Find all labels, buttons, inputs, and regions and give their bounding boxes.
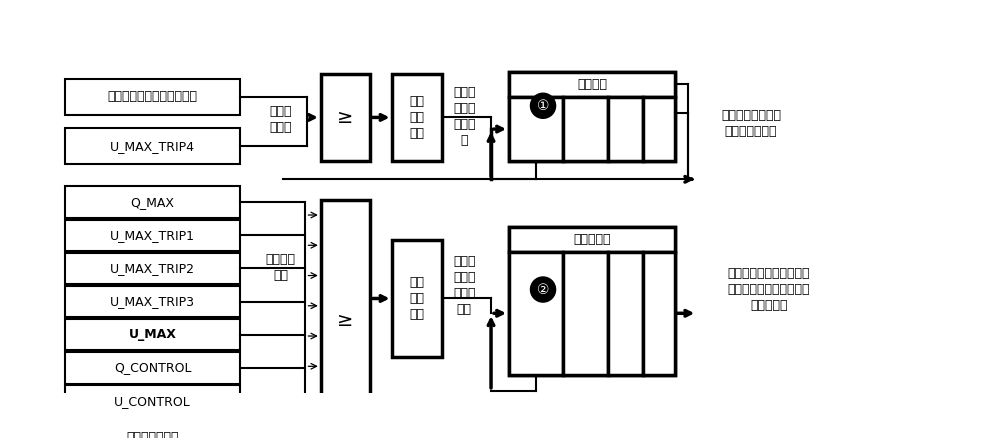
Bar: [65, 79, 240, 115]
Text: 全切机箱: 全切机箱: [577, 78, 607, 91]
Bar: [321, 74, 370, 161]
Bar: [65, 219, 240, 251]
Text: 低优先级
指令: 低优先级 指令: [265, 253, 295, 282]
Text: U_CONTROL: U_CONTROL: [114, 395, 191, 408]
Bar: [65, 253, 240, 284]
Bar: [509, 72, 675, 161]
Bar: [321, 200, 370, 438]
Bar: [509, 72, 675, 97]
Text: ≥: ≥: [337, 311, 354, 330]
Bar: [509, 227, 675, 252]
Bar: [65, 128, 240, 164]
Bar: [392, 74, 442, 161]
Text: 通讯
传输
模块: 通讯 传输 模块: [410, 276, 425, 321]
Text: 命令指
向全切
机箱地
址: 命令指 向全切 机箱地 址: [453, 86, 475, 147]
Bar: [563, 252, 608, 374]
Bar: [65, 422, 240, 438]
Text: Q_CONTROL: Q_CONTROL: [114, 361, 191, 374]
Text: Q_MAX: Q_MAX: [131, 196, 175, 208]
Text: U_MAX: U_MAX: [129, 328, 177, 341]
Text: ②: ②: [537, 283, 549, 297]
Text: 通讯
传输
模块: 通讯 传输 模块: [410, 95, 425, 140]
Bar: [509, 227, 675, 374]
Text: 至滤波器母线保护
屏至操作箱出口: 至滤波器母线保护 屏至操作箱出口: [721, 109, 781, 138]
Text: 经测控柜送至滤波器小组
保护屏经选相分闸装置至
操作箱出口: 经测控柜送至滤波器小组 保护屏经选相分闸装置至 操作箱出口: [728, 267, 810, 312]
Bar: [65, 319, 240, 350]
Text: U_MAX_TRIP4: U_MAX_TRIP4: [110, 140, 195, 152]
Bar: [65, 352, 240, 384]
Bar: [65, 187, 240, 218]
Bar: [509, 252, 563, 374]
Bar: [65, 286, 240, 317]
Text: 非全切机箱: 非全切机箱: [573, 233, 611, 246]
Bar: [563, 97, 608, 161]
Text: 命令指
向非全
切机箱
地址: 命令指 向非全 切机箱 地址: [453, 254, 475, 315]
Bar: [65, 385, 240, 417]
Bar: [643, 252, 675, 374]
Bar: [392, 240, 442, 357]
Bar: [608, 252, 643, 374]
Bar: [509, 97, 563, 161]
Text: 直流极全部闭锁全切滤波器: 直流极全部闭锁全切滤波器: [108, 90, 198, 103]
Bar: [643, 97, 675, 161]
Text: 手动切除滤波器: 手动切除滤波器: [126, 431, 179, 438]
Text: U_MAX_TRIP2: U_MAX_TRIP2: [110, 262, 195, 275]
Text: U_MAX_TRIP1: U_MAX_TRIP1: [110, 229, 195, 242]
Bar: [608, 97, 643, 161]
Text: ≥: ≥: [337, 108, 354, 127]
Text: U_MAX_TRIP3: U_MAX_TRIP3: [110, 295, 195, 308]
Circle shape: [530, 93, 556, 118]
Text: ①: ①: [537, 99, 549, 113]
Text: 高优先
级指令: 高优先 级指令: [269, 105, 292, 134]
Circle shape: [530, 277, 556, 302]
